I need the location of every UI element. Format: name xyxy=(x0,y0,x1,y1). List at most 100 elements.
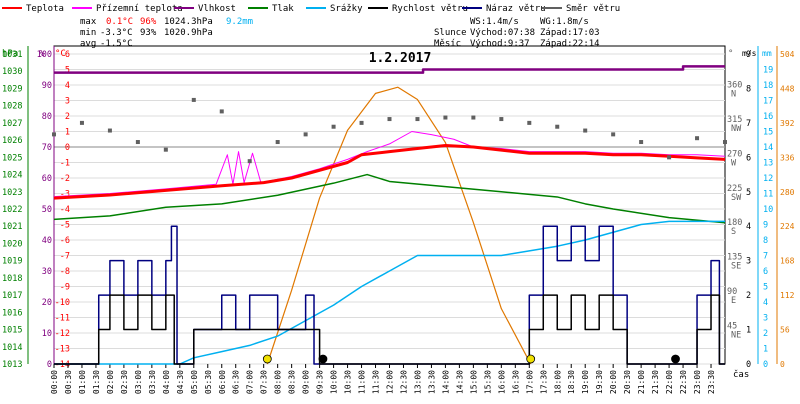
x-tick-label: 12:00 xyxy=(386,370,395,394)
x-tick-label: 14:30 xyxy=(455,370,464,394)
info-wg: WG:1.8m/s xyxy=(540,17,589,27)
rain-tick: 2 xyxy=(763,329,768,339)
x-tick-label: 23:30 xyxy=(707,370,716,394)
x-tick-label: 12:30 xyxy=(399,370,408,394)
x-tick-label: 21:00 xyxy=(637,370,646,394)
info-sun-label: Slunce xyxy=(434,28,467,38)
x-tick-label: 05:00 xyxy=(190,370,199,394)
stats-min-pres: 1020.9hPa xyxy=(164,28,213,38)
pressure-tick: 1029 xyxy=(2,84,22,94)
info-moon-label: Měsíc xyxy=(434,39,461,49)
wind-direction-point xyxy=(471,115,476,120)
sunset-marker xyxy=(526,354,536,364)
rain-tick: 7 xyxy=(763,252,768,262)
pressure-tick: 1018 xyxy=(2,274,22,284)
humidity-tick: 60 xyxy=(42,174,52,184)
x-tick-label: 15:00 xyxy=(469,370,478,394)
wind-direction-point xyxy=(191,97,196,102)
legend-label-naraz: Náraz větru xyxy=(486,4,546,14)
x-tick-label: 03:00 xyxy=(134,370,143,394)
sunrise-marker xyxy=(262,354,272,364)
pressure-tick: 1016 xyxy=(2,308,22,318)
temperature-tick: -5 xyxy=(60,221,70,231)
rain-tick: 18 xyxy=(763,81,773,91)
pressure-tick: 1021 xyxy=(2,222,22,232)
x-tick-label: 13:30 xyxy=(427,370,436,394)
stats-max-hum: 96% xyxy=(140,17,157,27)
legend-label-smer: Směr větru xyxy=(566,4,620,14)
wind-direction-point xyxy=(639,140,644,145)
rain-tick: 1 xyxy=(763,345,768,355)
wind-unit: m/s xyxy=(742,49,757,58)
rain-tick: 4 xyxy=(763,298,768,308)
stats-min-label: min xyxy=(80,28,96,38)
temperature-tick: -1 xyxy=(60,159,70,169)
right-axes: ° m/s mm360N315NW270W225SW180S135SE90E45NE… xyxy=(727,46,795,370)
direction-label: S xyxy=(731,227,736,237)
wind-direction-point xyxy=(555,124,560,129)
rain-tick: 5 xyxy=(763,283,768,293)
x-tick-label: 01:30 xyxy=(92,370,101,394)
rain-tick: 9 xyxy=(763,221,768,231)
wind-direction-point xyxy=(443,115,448,120)
wind-direction-point xyxy=(135,140,140,145)
humidity-tick: 30 xyxy=(42,267,52,277)
legend-label-pristeplota: Přízemní teplota xyxy=(96,4,183,14)
direction-label: SW xyxy=(731,193,742,203)
direction-unit: ° xyxy=(728,49,733,59)
rain-tick: 0 xyxy=(763,360,768,370)
humidity-line xyxy=(54,65,725,74)
temperature-tick: -10 xyxy=(55,298,70,308)
x-tick-label: 17:00 xyxy=(525,370,534,394)
rain-tick: 8 xyxy=(763,236,768,246)
rain-tick: 3 xyxy=(763,314,768,324)
rain-tick: 10 xyxy=(763,205,773,215)
x-tick-label: 00:30 xyxy=(64,370,73,394)
direction-tick: 90 xyxy=(727,287,737,297)
stats-avg-temp: -1.5°C xyxy=(100,39,133,49)
humidity-tick: 40 xyxy=(42,236,52,246)
solar-tick: 336 xyxy=(780,153,795,162)
x-tick-label: 14:00 xyxy=(441,370,450,394)
rain-tick: 12 xyxy=(763,174,773,184)
humidity-tick: 100 xyxy=(37,50,52,60)
temperature-tick: -6 xyxy=(60,236,70,246)
wind-direction-point xyxy=(527,120,532,125)
direction-tick: 270 xyxy=(727,149,742,159)
wind-direction-point xyxy=(79,120,84,125)
x-tick-label: 11:30 xyxy=(372,370,381,394)
x-tick-label: 01:00 xyxy=(78,370,87,394)
x-axis: 00:00 00:30 01:00 01:30 02:00 02:30 03:00 03:30… xyxy=(50,364,749,394)
x-tick-label: 00:00 xyxy=(50,370,59,394)
solar-tick: 448 xyxy=(780,84,795,93)
pressure-tick: 1022 xyxy=(2,205,22,215)
stats-min-hum: 93% xyxy=(140,28,157,38)
pressure-tick: 1015 xyxy=(2,326,22,336)
pressure-tick: 1031 xyxy=(2,50,22,60)
temperature-line xyxy=(53,143,726,200)
x-tick-label: 20:30 xyxy=(623,370,632,394)
direction-tick: 315 xyxy=(727,115,742,125)
wind-direction-point xyxy=(387,117,392,122)
info-sun-rise: Východ:07:38 xyxy=(470,28,535,38)
x-tick-label: 13:00 xyxy=(413,370,422,394)
stats-max-temp: 0.1°C xyxy=(106,17,133,27)
pressure-tick: 1020 xyxy=(2,239,22,249)
wind-direction-point xyxy=(415,117,420,122)
wind-direction-point xyxy=(611,132,616,137)
pressure-line xyxy=(53,173,726,224)
pressure-tick: 1017 xyxy=(2,291,22,301)
temperature-tick: -14 xyxy=(55,360,70,370)
pressure-tick: 1024 xyxy=(2,171,22,181)
temperature-tick: 2 xyxy=(65,112,70,122)
x-tick-label: 22:30 xyxy=(679,370,688,394)
solar-tick: 280 xyxy=(780,188,795,197)
temperature-tick: 5 xyxy=(65,66,70,76)
info-moon-set: Západ:22:14 xyxy=(540,39,600,49)
chart-title: 1.2.2017 xyxy=(369,51,432,66)
direction-tick: 180 xyxy=(727,218,742,228)
x-tick-label: 07:00 xyxy=(246,370,255,394)
x-tick-label: 11:00 xyxy=(358,370,367,394)
wind-direction-point xyxy=(275,140,280,145)
legend-label-tlak: Tlak xyxy=(272,4,294,14)
